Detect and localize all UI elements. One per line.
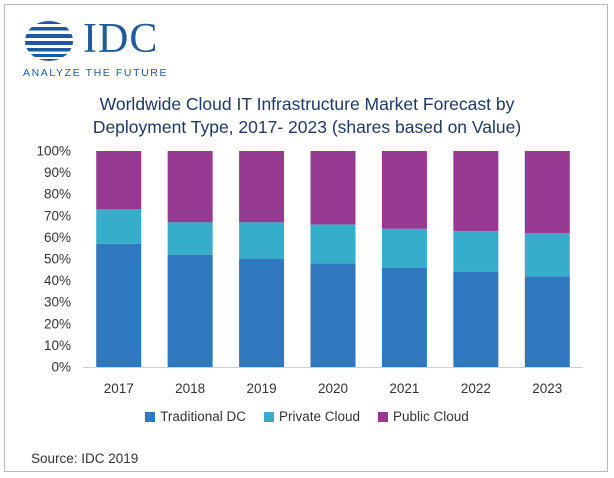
y-tick-label: 10% (44, 338, 71, 353)
idc-logo: IDC ANALYZE THE FUTURE (23, 16, 173, 81)
x-tick-label: 2020 (318, 381, 348, 396)
bar-private-cloud-2017 (96, 209, 142, 244)
y-tick-label: 90% (44, 165, 71, 180)
bar-traditional-dc-2020 (310, 263, 356, 367)
x-tick-label: 2022 (461, 381, 491, 396)
chart-frame: IDC ANALYZE THE FUTURE Worldwide Cloud I… (4, 4, 608, 472)
legend-item: Private Cloud (263, 409, 361, 424)
y-tick-label: 20% (44, 316, 71, 331)
x-tick-label: 2017 (104, 381, 134, 396)
bar-private-cloud-2019 (239, 222, 285, 259)
x-tick-label: 2019 (247, 381, 277, 396)
y-tick-label: 100% (36, 144, 71, 159)
bar-public-cloud-2023 (524, 151, 570, 234)
bar-public-cloud-2022 (453, 151, 499, 231)
y-tick-label: 50% (44, 252, 71, 267)
legend-label: Traditional DC (160, 409, 246, 424)
source-note: Source: IDC 2019 (31, 451, 139, 466)
bar-private-cloud-2018 (167, 222, 213, 255)
bar-private-cloud-2022 (453, 230, 499, 272)
y-tick-label: 70% (44, 208, 71, 223)
legend-swatch (263, 411, 274, 422)
bar-traditional-dc-2019 (239, 259, 285, 367)
legend-label: Public Cloud (393, 409, 469, 424)
y-tick-label: 30% (44, 295, 71, 310)
y-tick-label: 0% (51, 360, 71, 375)
bar-public-cloud-2020 (310, 151, 356, 225)
stacked-bar-chart: 0% 10% 20% 30% 40% 50% 60% 70% 80% 90% 100% 2017 201… (36, 144, 583, 396)
x-tick-label: 2023 (532, 381, 562, 396)
x-tick-label: 2018 (175, 381, 205, 396)
legend-label: Private Cloud (278, 409, 361, 424)
legend-swatch (145, 411, 156, 422)
bar-traditional-dc-2022 (453, 271, 499, 367)
idc-globe-icon (25, 21, 73, 61)
y-tick-label: 60% (44, 230, 71, 245)
bar-traditional-dc-2018 (167, 254, 213, 367)
bar-private-cloud-2021 (381, 228, 427, 268)
bar-public-cloud-2018 (167, 151, 213, 223)
bar-public-cloud-2017 (96, 151, 142, 210)
chart-title: Worldwide Cloud IT Infrastructure Market… (5, 93, 609, 139)
bar-traditional-dc-2021 (381, 267, 427, 367)
logo-tagline: ANALYZE THE FUTURE (23, 67, 169, 79)
bar-traditional-dc-2017 (96, 243, 142, 367)
legend-item: Public Cloud (378, 409, 469, 424)
legend-item: Traditional DC (145, 409, 246, 424)
y-tick-label: 80% (44, 187, 71, 202)
x-tick-label: 2021 (389, 381, 419, 396)
bar-public-cloud-2021 (381, 151, 427, 229)
chart-title-line-1: Worldwide Cloud IT Infrastructure Market… (99, 94, 515, 114)
chart-title-line-2: Deployment Type, 2017- 2023 (shares base… (92, 117, 522, 137)
y-tick-label: 40% (44, 273, 71, 288)
legend-swatch (378, 411, 389, 422)
bar-private-cloud-2023 (524, 233, 570, 277)
chart-legend: Traditional DC Private Cloud Public Cloud (5, 409, 609, 424)
bar-private-cloud-2020 (310, 224, 356, 264)
bar-traditional-dc-2023 (524, 276, 570, 367)
logo-text: IDC (83, 16, 159, 62)
bar-public-cloud-2019 (239, 151, 285, 223)
